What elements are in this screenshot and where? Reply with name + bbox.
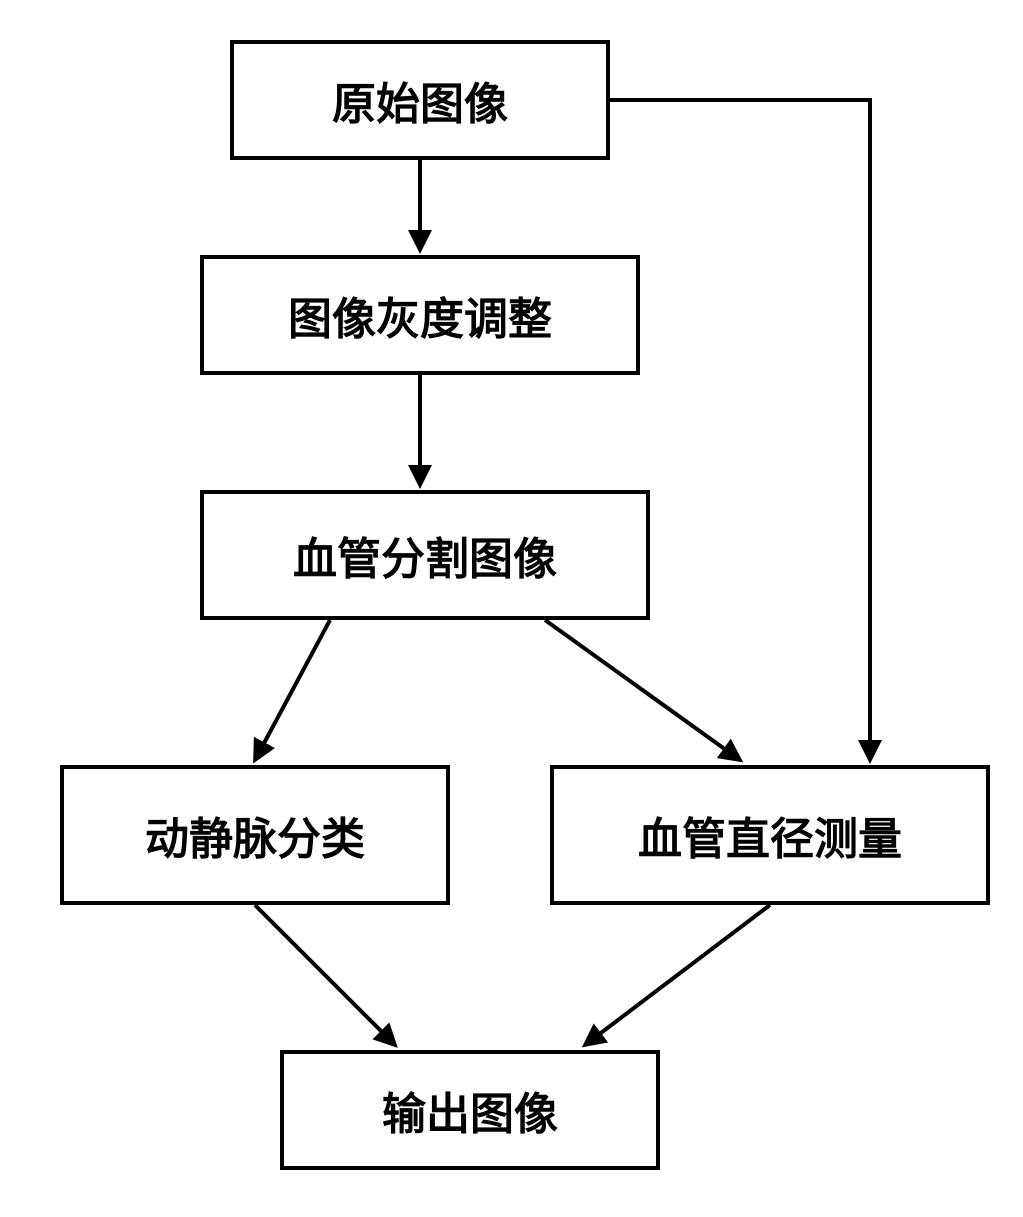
- flowchart-node-label: 图像灰度调整: [288, 283, 552, 347]
- flowchart-node-n5: 血管直径测量: [550, 765, 990, 905]
- flowchart-node-label: 动静脉分类: [145, 803, 365, 867]
- flowchart-node-n1: 原始图像: [230, 40, 610, 160]
- flowchart-node-n3: 血管分割图像: [200, 490, 650, 620]
- flowchart-edge-n5-n6: [585, 905, 770, 1045]
- flowchart-node-label: 原始图像: [332, 68, 508, 132]
- flowchart-node-n4: 动静脉分类: [60, 765, 450, 905]
- flowchart-edge-n3-n5: [545, 620, 740, 760]
- flowchart-node-label: 血管直径测量: [638, 803, 902, 867]
- flowchart-node-n2: 图像灰度调整: [200, 255, 640, 375]
- flowchart-edge-n4-n6: [255, 905, 395, 1045]
- flowchart-edge-n3-n4: [255, 620, 330, 760]
- flowchart-node-label: 输出图像: [382, 1078, 558, 1142]
- flowchart-edge-n1-n5: [610, 100, 870, 760]
- flowchart-node-label: 血管分割图像: [293, 523, 557, 587]
- flowchart-node-n6: 输出图像: [280, 1050, 660, 1170]
- flowchart-container: 原始图像图像灰度调整血管分割图像动静脉分类 血管直径测量输出图像: [0, 0, 1023, 1217]
